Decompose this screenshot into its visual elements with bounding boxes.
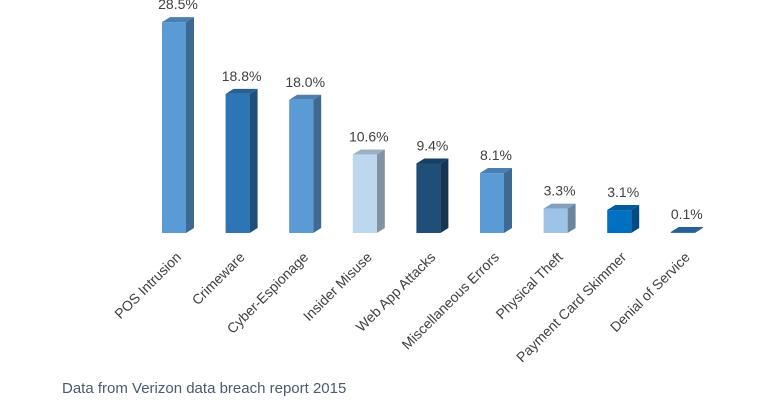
bar-side (376, 149, 385, 233)
bar-front (289, 99, 314, 233)
bar (225, 88, 258, 233)
source-note: Data from Verizon data breach report 201… (62, 380, 347, 397)
bar (416, 158, 449, 233)
value-label: 28.5% (158, 0, 198, 12)
value-label: 18.0% (285, 74, 325, 90)
category-label: POS Intrusion (111, 249, 184, 322)
bar-front (162, 22, 186, 233)
bar-side (313, 94, 322, 233)
bar (480, 168, 512, 233)
bar (607, 205, 640, 233)
bar-front (416, 163, 441, 233)
value-label: 8.1% (480, 147, 512, 163)
bar-side (631, 205, 640, 233)
value-labels-group: 28.5% 18.8% 18.0% 10.6% 9.4% 8.1% 3.3% 3.1% 0.1% (158, 0, 703, 222)
bar-top (162, 17, 194, 23)
bar-side (249, 88, 258, 233)
bar-front (543, 208, 568, 233)
bar-top (480, 168, 512, 174)
bar-top (607, 205, 640, 211)
value-label: 0.1% (671, 206, 703, 222)
bar (162, 17, 194, 233)
value-label: 18.8% (222, 68, 262, 84)
category-labels-group: POS Intrusion CrimewareCyber-EspionageIns… (111, 249, 693, 366)
bar (289, 94, 322, 233)
bars-group (162, 17, 703, 233)
bar-front (352, 154, 377, 233)
category-label: Payment Card Skimmer (513, 249, 630, 366)
bar (352, 149, 385, 233)
bar-top (225, 88, 258, 94)
bar-top (670, 227, 703, 232)
value-label: 3.3% (544, 183, 576, 199)
bar-side (504, 168, 512, 233)
value-label: 9.4% (416, 137, 448, 153)
bar-front (607, 210, 632, 233)
bar-front (670, 232, 695, 233)
bar-side (694, 227, 703, 233)
bar-side (186, 17, 194, 233)
bar (543, 203, 576, 233)
bar-side (440, 158, 449, 233)
bar-top (416, 158, 449, 164)
category-label: Crimeware (189, 249, 248, 308)
bar-top (352, 149, 385, 155)
bar-top (289, 94, 322, 100)
bar-side (567, 203, 576, 233)
bar-top (543, 203, 576, 209)
bar-front (225, 93, 250, 233)
value-label: 3.1% (607, 184, 639, 200)
value-label: 10.6% (349, 129, 389, 145)
bar (670, 227, 703, 233)
bar-front (480, 173, 504, 233)
